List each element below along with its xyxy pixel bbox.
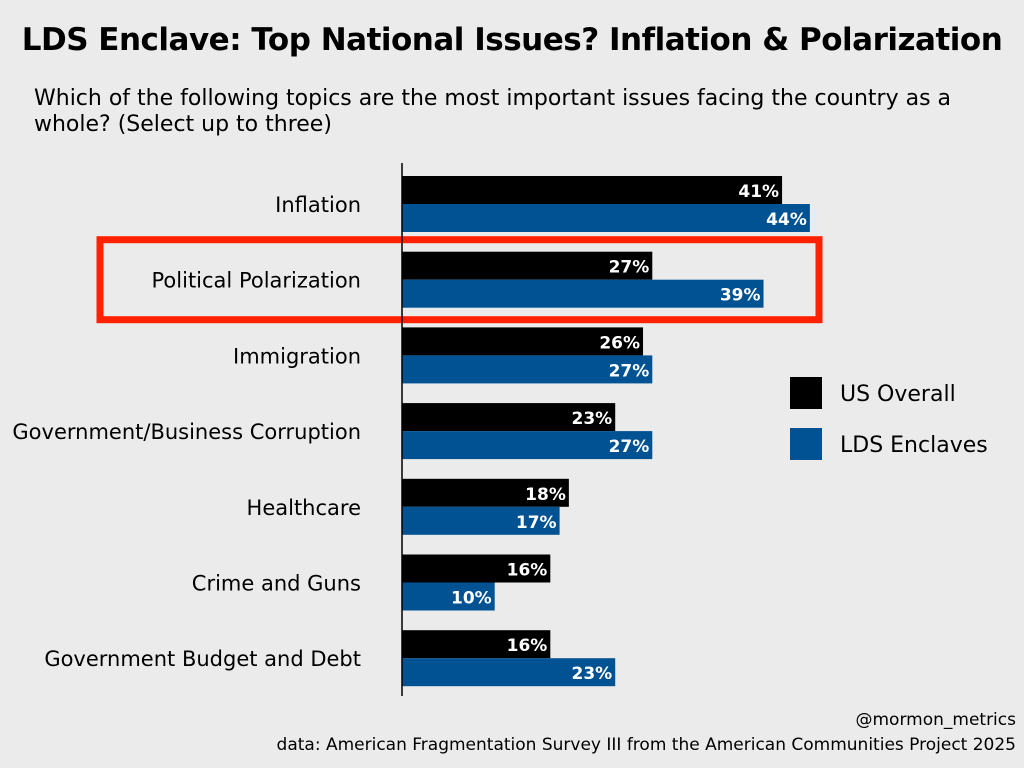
bar-lds-enclaves — [402, 279, 764, 308]
legend-swatch — [790, 377, 822, 409]
data-label: 26% — [599, 333, 640, 353]
data-label: 27% — [609, 258, 650, 278]
bar-lds-enclaves — [402, 204, 810, 232]
data-label: 18% — [525, 485, 566, 505]
credit-text: @mormon_metrics — [855, 710, 1017, 730]
category-label: Government/Business Corruption — [12, 420, 361, 444]
data-label: 16% — [507, 561, 548, 581]
bar-lds-enclaves — [402, 355, 653, 384]
category-label: Healthcare — [247, 496, 361, 520]
highlight-box — [96, 236, 823, 324]
category-label: Immigration — [233, 344, 361, 368]
chart-title: LDS Enclave: Top National Issues? Inflat… — [21, 22, 1003, 58]
legend-label: LDS Enclaves — [840, 433, 988, 458]
data-label: 39% — [720, 286, 761, 306]
bar-lds-enclaves — [402, 582, 495, 611]
data-label: 41% — [738, 182, 779, 202]
category-label: Inflation — [275, 193, 361, 217]
data-label: 23% — [572, 409, 613, 429]
bar-lds-enclaves — [402, 658, 616, 687]
bar-lds-enclaves — [402, 506, 560, 535]
bar-us-overall — [402, 630, 551, 659]
data-label: 23% — [572, 664, 613, 684]
data-label: 27% — [609, 437, 650, 457]
category-label: Government Budget and Debt — [44, 647, 361, 671]
bar-us-overall — [402, 478, 569, 507]
legend-label: US Overall — [840, 382, 956, 407]
data-label: 16% — [507, 636, 548, 656]
chart-subtitle: Which of the following topics are the mo… — [34, 86, 952, 137]
data-label: 44% — [766, 210, 807, 230]
data-label: 27% — [609, 361, 650, 381]
bar-lds-enclaves — [402, 431, 653, 460]
bar-us-overall — [402, 251, 653, 280]
data-label: 10% — [451, 589, 492, 609]
data-label: 17% — [516, 513, 557, 533]
category-label: Crime and Guns — [192, 572, 361, 596]
bar-us-overall — [402, 176, 783, 204]
category-label: Political Polarization — [152, 269, 361, 293]
bar-us-overall — [402, 327, 644, 356]
legend-swatch — [790, 428, 822, 460]
source-text: data: American Fragmentation Survey III … — [276, 735, 1016, 755]
bar-us-overall — [402, 403, 616, 432]
bar-us-overall — [402, 554, 551, 583]
